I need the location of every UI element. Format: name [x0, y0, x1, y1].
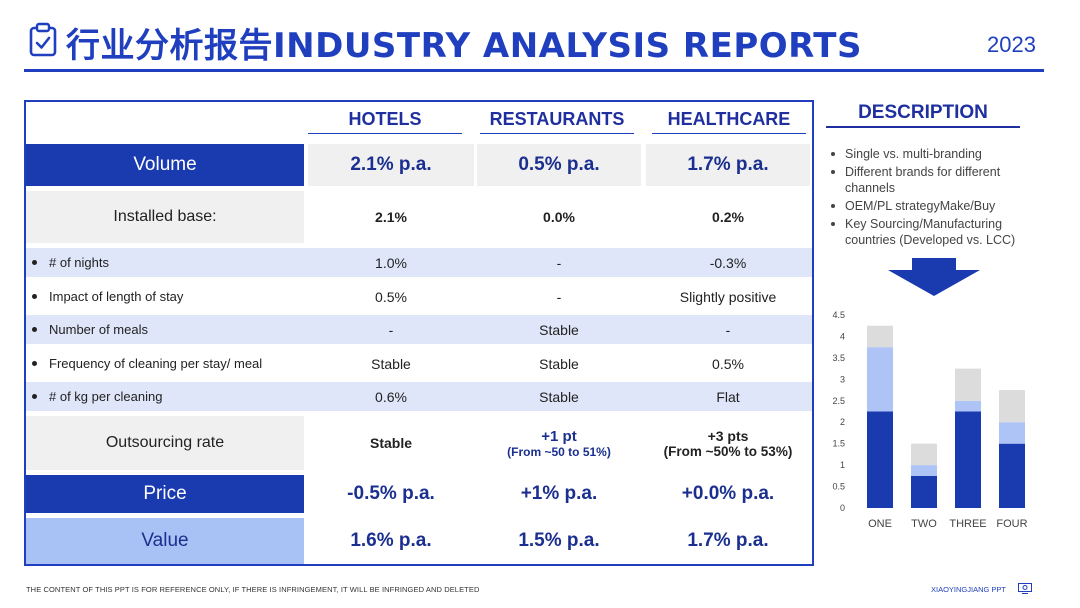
y-tick-label: 0 — [840, 503, 845, 513]
y-tick-label: 4.5 — [832, 310, 845, 320]
x-tick-label: ONE — [868, 518, 892, 530]
outsourcing-hotels: Stable — [369, 435, 412, 451]
subrow-hotels: 1.0% — [375, 254, 407, 271]
list-item: Key Sourcing/Manufacturing countries (De… — [828, 216, 1038, 248]
list-item: Single vs. multi-branding — [828, 146, 1038, 162]
x-tick-label: FOUR — [996, 518, 1027, 530]
subrow-hotels: 0.5% — [375, 288, 407, 305]
volume-healthcare: 1.7% p.a. — [646, 144, 810, 186]
year-label: 2023 — [987, 32, 1036, 57]
y-tick-label: 4 — [840, 331, 845, 341]
installed-base-label: Installed base: — [26, 191, 304, 243]
subrow-healthcare: Slightly positive — [679, 288, 777, 305]
y-tick-label: 1.5 — [832, 439, 845, 449]
volume-restaurants: 0.5% p.a. — [477, 144, 641, 186]
y-tick-label: 3.5 — [832, 353, 845, 363]
value-row: Value 1.6% p.a. 1.5% p.a. 1.7% p.a. — [26, 518, 812, 564]
y-tick-label: 2.5 — [832, 396, 845, 406]
col-header-restaurants: RESTAURANTS — [480, 102, 634, 134]
subrow-restaurants: - — [556, 288, 562, 305]
bar-segment — [867, 347, 893, 412]
subrow-label: # of kg per cleaning — [32, 382, 162, 411]
outsourcing-restaurants: +1 pt (From ~50 to 51%) — [507, 427, 611, 459]
y-tick-label: 1 — [840, 460, 845, 470]
price-healthcare: +0.0% p.a. — [681, 483, 775, 504]
bar-segment — [911, 475, 937, 508]
subrow-label: Impact of length of stay — [32, 282, 183, 311]
footer-disclaimer: THE CONTENT OF THIS PPT IS FOR REFERENCE… — [26, 585, 480, 594]
y-tick-label: 0.5 — [832, 482, 845, 492]
bar-segment — [955, 411, 981, 508]
bar-segment — [999, 443, 1025, 508]
subrow-label: Frequency of cleaning per stay/ meal — [32, 349, 262, 378]
bar-segment — [955, 368, 981, 401]
price-label: Price — [26, 475, 304, 513]
value-restaurants: 1.5% p.a. — [518, 530, 600, 551]
y-tick-label: 2 — [840, 417, 845, 427]
bar-segment — [999, 390, 1025, 423]
x-tick-label: TWO — [911, 518, 937, 530]
subrow-kg-per-cleaning: # of kg per cleaning 0.6% Stable Flat — [26, 382, 812, 411]
bar-segment — [955, 400, 981, 412]
stacked-bar-chart: 0 0.5 1 1.5 2 2.5 3 3.5 4 4.5 ONE TWO THREE FOUR — [832, 310, 1027, 530]
description-divider — [826, 126, 1020, 128]
subrow-label: Number of meals — [32, 315, 148, 344]
subrow-cleaning-frequency: Frequency of cleaning per stay/ meal Sta… — [26, 349, 812, 378]
subrow-label: # of nights — [32, 248, 109, 277]
price-restaurants: +1% p.a. — [520, 483, 598, 504]
subrow-healthcare: -0.3% — [709, 254, 747, 271]
subrow-restaurants: - — [556, 254, 562, 271]
volume-label: Volume — [26, 144, 304, 186]
bar-segment — [867, 325, 893, 348]
volume-hotels: 2.1% p.a. — [308, 144, 474, 186]
subrow-healthcare: 0.5% — [712, 355, 744, 372]
clipboard-icon — [29, 22, 57, 57]
bar-segment — [999, 422, 1025, 444]
y-tick-label: 3 — [840, 374, 845, 384]
bar-segment — [911, 443, 937, 466]
value-label: Value — [26, 518, 304, 564]
down-arrow-icon — [888, 258, 980, 296]
outsourcing-healthcare: +3 pts (From ~50% to 53%) — [663, 427, 793, 459]
footer-brand: XIAOYINGJIANG PPT — [930, 585, 1006, 594]
list-item: Different brands for different channels — [828, 164, 1038, 196]
subrow-length-of-stay: Impact of length of stay 0.5% - Slightly… — [26, 282, 812, 311]
subrow-meals: Number of meals - Stable - — [26, 315, 812, 344]
description-list: Single vs. multi-branding Different bran… — [828, 146, 1038, 250]
outsourcing-row: Outsourcing rate Stable +1 pt (From ~50 … — [26, 416, 812, 470]
subrow-healthcare: - — [725, 321, 731, 338]
subrow-healthcare: Flat — [716, 388, 740, 405]
installed-restaurants: 0.0% — [543, 209, 575, 225]
presentation-icon — [1018, 583, 1032, 594]
price-hotels: -0.5% p.a. — [347, 483, 435, 504]
volume-row: Volume 2.1% p.a. 0.5% p.a. 1.7% p.a. — [26, 144, 812, 186]
subrow-hotels: Stable — [371, 355, 411, 372]
analysis-table: HOTELS RESTAURANTS HEALTHCARE Volume 2.1… — [24, 100, 814, 566]
subrow-restaurants: Stable — [539, 321, 579, 338]
outsourcing-label: Outsourcing rate — [26, 416, 304, 470]
subrow-hotels: 0.6% — [375, 388, 407, 405]
subrow-hotels: - — [388, 321, 394, 338]
list-item: OEM/PL strategyMake/Buy — [828, 198, 1038, 214]
value-healthcare: 1.7% p.a. — [687, 530, 769, 551]
description-title: DESCRIPTION — [858, 102, 988, 123]
installed-hotels: 2.1% — [375, 209, 407, 225]
header-divider — [24, 69, 1044, 72]
x-tick-label: THREE — [949, 518, 986, 530]
col-header-hotels: HOTELS — [308, 102, 462, 134]
page-header: 行业分析报告INDUSTRY ANALYSIS REPORTS 2023 — [26, 14, 1046, 70]
col-header-healthcare: HEALTHCARE — [652, 102, 806, 134]
subrow-nights: # of nights 1.0% - -0.3% — [26, 248, 812, 277]
value-hotels: 1.6% p.a. — [350, 530, 432, 551]
installed-base-row: Installed base: 2.1% 0.0% 0.2% — [26, 191, 812, 243]
bar-segment — [867, 411, 893, 508]
installed-healthcare: 0.2% — [712, 209, 744, 225]
price-row: Price -0.5% p.a. +1% p.a. +0.0% p.a. — [26, 475, 812, 513]
page-title: 行业分析报告INDUSTRY ANALYSIS REPORTS — [66, 26, 862, 66]
bar-segment — [911, 465, 937, 476]
subrow-restaurants: Stable — [539, 355, 579, 372]
subrow-restaurants: Stable — [539, 388, 579, 405]
